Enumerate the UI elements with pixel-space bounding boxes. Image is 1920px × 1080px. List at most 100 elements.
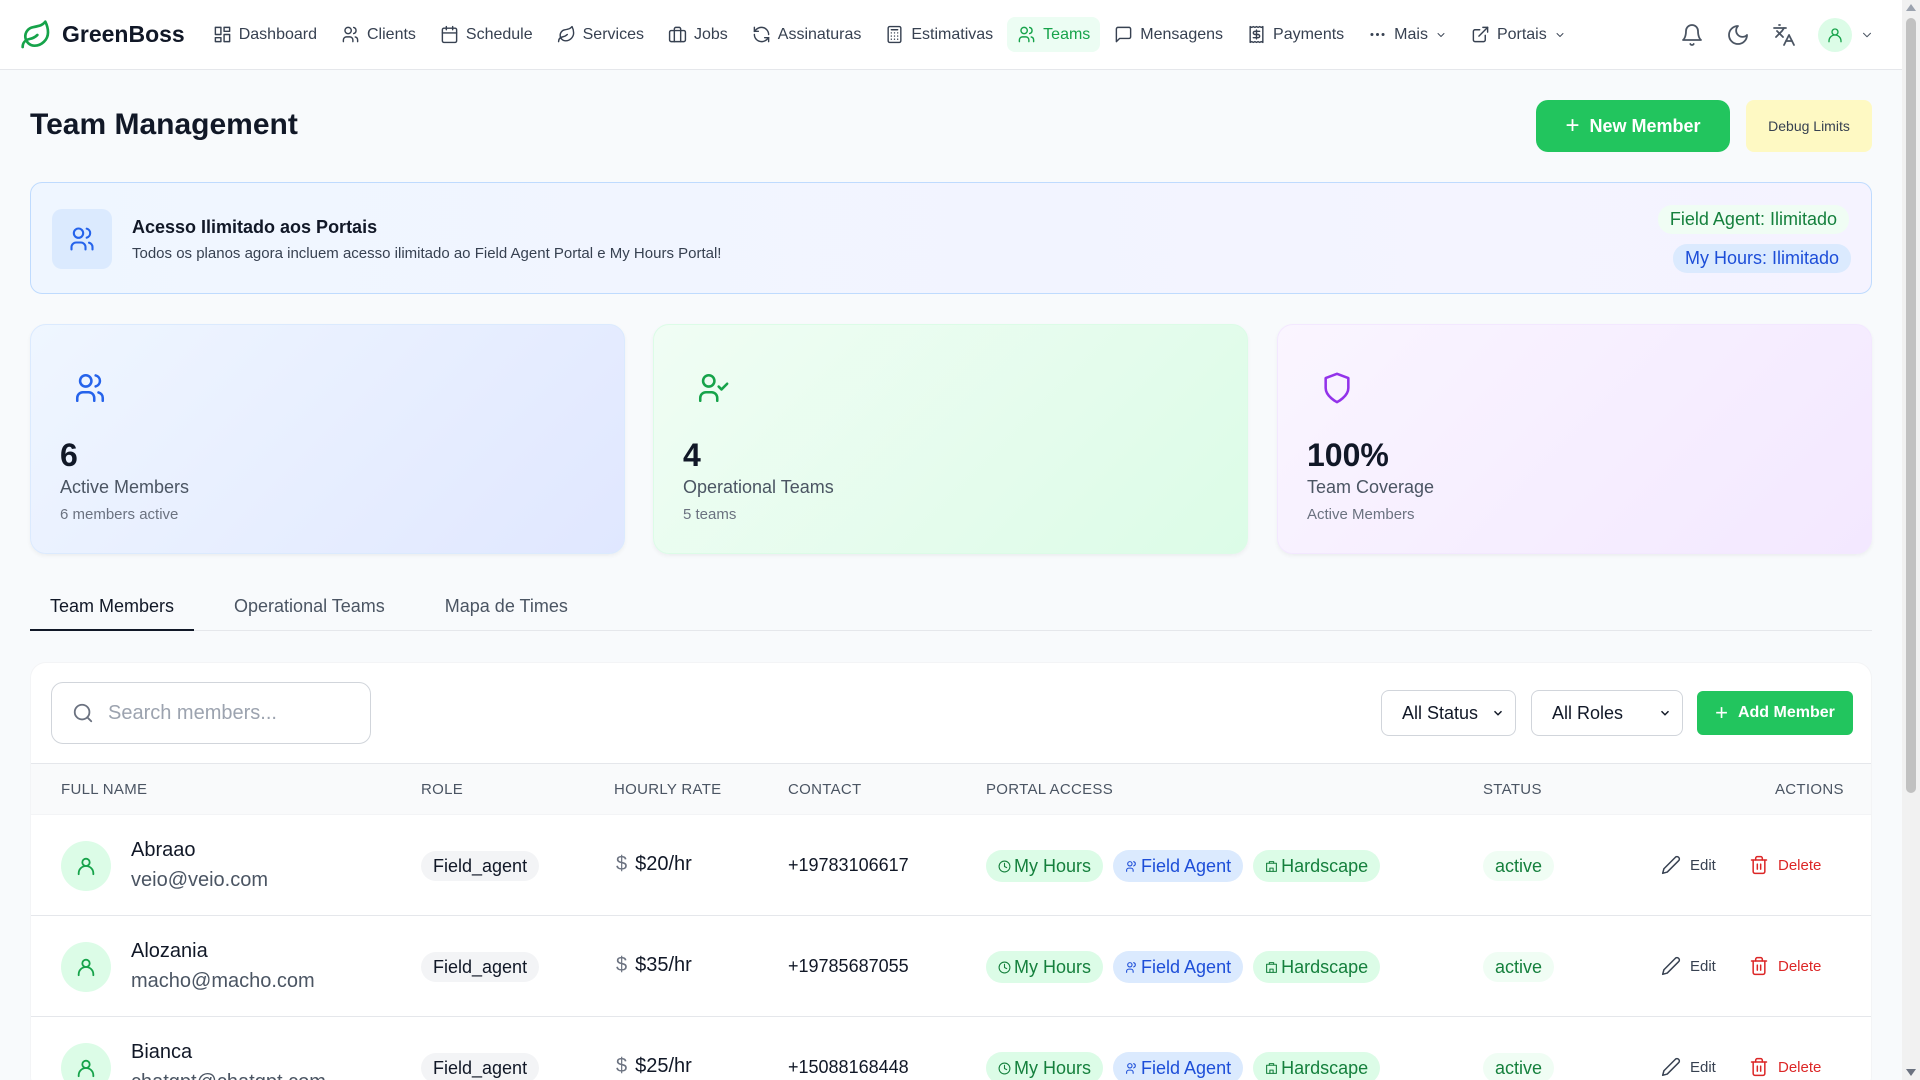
add-member-button[interactable]: + Add Member: [1697, 691, 1853, 735]
nav-dashboard[interactable]: Dashboard: [203, 17, 327, 52]
status-badge: active: [1483, 1053, 1555, 1080]
search-input[interactable]: [108, 701, 348, 725]
nav-clients[interactable]: Clients: [331, 17, 426, 52]
moon-icon[interactable]: [1726, 23, 1750, 47]
delete-button[interactable]: Delete: [1749, 855, 1821, 875]
users-icon: [1126, 1062, 1136, 1074]
nav-teams-label: Teams: [1043, 25, 1091, 43]
table-header: FULL NAME ROLE HOURLY RATE CONTACT PORTA…: [31, 763, 1871, 815]
portal-access-banner: Acesso Ilimitado aos Portais Todos os pl…: [30, 182, 1872, 294]
stat-subtext: 5 teams: [683, 506, 737, 523]
leaf-logo-icon: [21, 19, 50, 48]
portal-tag-label: My Hours: [1014, 1057, 1092, 1078]
portal-tag-label: Field Agent: [1141, 956, 1232, 977]
nav-teams[interactable]: Teams: [1007, 17, 1101, 52]
new-member-button[interactable]: + New Member: [1536, 100, 1730, 152]
debug-limits-button[interactable]: Debug Limits: [1746, 100, 1872, 152]
plus-icon: +: [1715, 700, 1728, 725]
portal-tag-my-hours: My Hours: [986, 951, 1104, 983]
nav-mais[interactable]: Mais: [1358, 17, 1457, 52]
brand[interactable]: GreenBoss: [20, 19, 185, 51]
leaf-icon: [557, 25, 574, 43]
status-badge: active: [1483, 952, 1555, 982]
member-name: Alozania: [131, 940, 208, 962]
nav-assinaturas[interactable]: Assinaturas: [742, 17, 872, 52]
portal-tag-hardscape: Hardscape: [1253, 850, 1381, 882]
nav-schedule[interactable]: Schedule: [430, 17, 543, 52]
pencil-icon: [1661, 855, 1681, 875]
status-filter-select[interactable]: All Status: [1381, 690, 1516, 736]
edit-label: Edit: [1690, 1058, 1716, 1076]
chevron-down-icon: [1862, 32, 1872, 38]
portal-tag-label: My Hours: [1014, 855, 1092, 876]
clock-icon: [998, 860, 1011, 872]
nav-estimativas[interactable]: Estimativas: [875, 17, 1003, 52]
dollar-icon: $: [616, 954, 628, 976]
stat-value: 4: [683, 437, 701, 473]
stat-subtext: Active Members: [1307, 506, 1415, 523]
calculator-icon: [887, 25, 902, 44]
bell-icon[interactable]: [1680, 23, 1704, 47]
edit-button[interactable]: Edit: [1661, 1057, 1716, 1077]
scroll-thumb[interactable]: [1906, 18, 1916, 793]
nav-portais[interactable]: Portais: [1461, 17, 1576, 52]
hourly-rate: $ $25/hr: [616, 1055, 692, 1078]
nav-payments[interactable]: Payments: [1237, 17, 1354, 52]
edit-label: Edit: [1690, 957, 1716, 975]
role-badge: Field_agent: [421, 1053, 540, 1080]
portal-tag-field-agent: Field Agent: [1113, 850, 1244, 882]
portal-tag-label: Hardscape: [1281, 1057, 1369, 1078]
portal-access-tags: My Hours Field Agent Hardscape: [986, 951, 1381, 983]
dollar-icon: $: [616, 1055, 628, 1077]
edit-button[interactable]: Edit: [1661, 855, 1716, 875]
clock-icon: [998, 961, 1011, 973]
delete-label: Delete: [1778, 957, 1822, 975]
user-check-icon: [696, 371, 730, 405]
roles-filter-select[interactable]: All Roles: [1531, 690, 1683, 736]
portal-tag-my-hours: My Hours: [986, 1052, 1104, 1080]
scrollbar[interactable]: [1902, 0, 1920, 1080]
nav-mensagens-label: Mensagens: [1140, 25, 1224, 43]
portal-access-tags: My Hours Field Agent Hardscape: [986, 850, 1381, 882]
portal-tag-label: Hardscape: [1281, 855, 1369, 876]
status-badge: active: [1483, 851, 1555, 881]
member-email: chatgpt@chatgpt.com: [131, 1071, 326, 1080]
nav-portais-label: Portais: [1496, 25, 1547, 43]
delete-button[interactable]: Delete: [1749, 1057, 1821, 1077]
users-icon: [1018, 26, 1035, 43]
pencil-icon: [1661, 956, 1681, 976]
clock-icon: [998, 1062, 1011, 1074]
dashboard-icon: [214, 26, 231, 43]
nav-jobs[interactable]: Jobs: [658, 17, 738, 52]
translate-icon[interactable]: [1772, 23, 1796, 47]
table-row: Alozania macho@macho.com Field_agent $ $…: [31, 916, 1871, 1017]
user-icon: [77, 1059, 95, 1078]
delete-label: Delete: [1778, 1058, 1822, 1076]
user-icon: [1828, 28, 1842, 43]
nav-payments-label: Payments: [1273, 25, 1345, 43]
user-icon: [77, 857, 95, 876]
scroll-down-arrow[interactable]: [1906, 1069, 1916, 1076]
portal-tag-label: My Hours: [1014, 956, 1092, 977]
role-badge: Field_agent: [421, 851, 540, 881]
plus-icon: +: [1565, 112, 1580, 139]
hourly-rate: $ $35/hr: [616, 954, 692, 977]
users-icon: [70, 227, 94, 251]
nav-services[interactable]: Services: [547, 17, 654, 52]
nav-dashboard-label: Dashboard: [238, 25, 317, 43]
nav-schedule-label: Schedule: [465, 25, 533, 43]
tab-operational-teams[interactable]: Operational Teams: [234, 596, 385, 616]
hourly-rate-value: $25/hr: [635, 1055, 692, 1077]
user-menu[interactable]: [1818, 18, 1874, 52]
scroll-up-arrow[interactable]: [1906, 4, 1916, 11]
avatar: [1818, 18, 1852, 52]
tab-team-members[interactable]: Team Members: [30, 586, 195, 631]
nav-mensagens[interactable]: Mensagens: [1104, 17, 1233, 52]
dollar-icon: $: [616, 853, 628, 875]
trash-icon: [1750, 956, 1768, 976]
delete-button[interactable]: Delete: [1749, 956, 1821, 976]
column-header-full-name: FULL NAME: [61, 781, 148, 798]
edit-button[interactable]: Edit: [1661, 956, 1716, 976]
tab-mapa-de-times[interactable]: Mapa de Times: [444, 596, 568, 616]
portal-access-tags: My Hours Field Agent Hardscape: [986, 1052, 1381, 1080]
